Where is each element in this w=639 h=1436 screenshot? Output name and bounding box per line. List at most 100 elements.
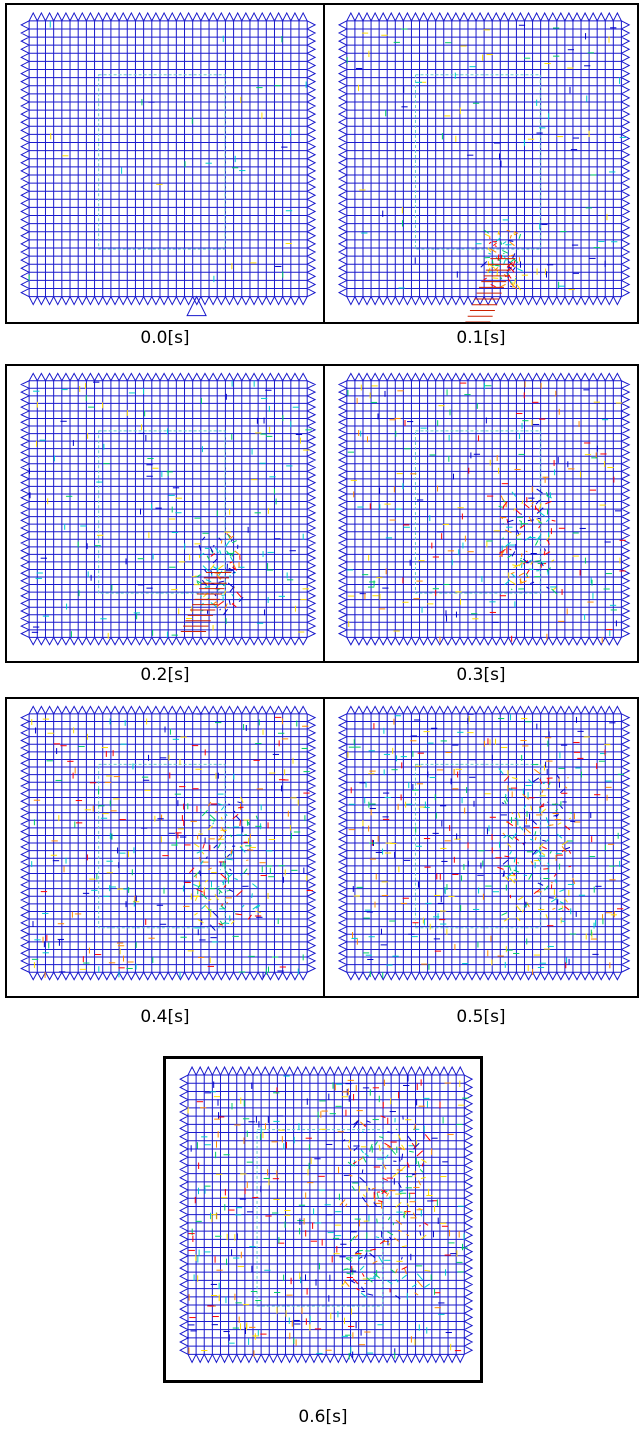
debris xyxy=(194,844,199,847)
debris xyxy=(233,814,238,819)
debris xyxy=(213,602,216,604)
debris xyxy=(490,249,496,253)
debris xyxy=(220,609,221,610)
inner-region xyxy=(99,75,225,249)
debris xyxy=(396,1220,402,1224)
debris xyxy=(387,1132,392,1133)
debris xyxy=(398,1230,402,1231)
debris xyxy=(201,595,202,597)
debris xyxy=(356,1288,359,1290)
debris xyxy=(399,1147,405,1150)
debris xyxy=(509,865,511,871)
debris xyxy=(534,889,540,894)
debris xyxy=(219,538,221,541)
debris xyxy=(221,827,225,832)
caption: 0.2[s] xyxy=(140,665,190,685)
debris xyxy=(524,904,528,907)
debris xyxy=(520,578,521,583)
debris xyxy=(501,241,502,244)
debris xyxy=(232,594,233,596)
debris xyxy=(389,1196,390,1199)
debris xyxy=(404,1268,406,1274)
debris xyxy=(353,1162,356,1164)
debris xyxy=(506,546,507,548)
debris xyxy=(512,812,513,814)
debris xyxy=(527,570,530,575)
debris xyxy=(406,1234,408,1236)
frame-panel xyxy=(163,1056,483,1383)
debris xyxy=(240,847,245,853)
debris xyxy=(343,1269,348,1271)
debris xyxy=(424,1270,430,1271)
debris xyxy=(387,1147,393,1149)
debris xyxy=(553,815,557,816)
debris xyxy=(520,525,525,528)
debris xyxy=(547,540,549,545)
debris xyxy=(240,797,243,803)
debris xyxy=(529,779,533,783)
debris xyxy=(501,496,503,501)
debris xyxy=(225,603,227,609)
debris xyxy=(417,1274,422,1280)
frame-panel xyxy=(323,3,639,324)
debris xyxy=(379,1137,383,1138)
debris xyxy=(236,816,240,820)
debris xyxy=(507,843,511,847)
debris xyxy=(522,910,523,913)
debris xyxy=(527,902,529,907)
debris xyxy=(518,897,523,900)
debris xyxy=(511,572,515,574)
debris xyxy=(519,579,522,582)
debris xyxy=(355,1235,358,1238)
debris xyxy=(516,534,521,537)
debris xyxy=(507,230,510,231)
debris xyxy=(362,1273,364,1276)
border-zigzag xyxy=(339,373,629,644)
debris xyxy=(555,879,557,883)
debris xyxy=(533,850,538,855)
debris xyxy=(503,860,508,864)
debris xyxy=(221,906,225,909)
debris xyxy=(499,506,503,507)
debris xyxy=(519,573,524,576)
debris xyxy=(499,551,504,556)
debris xyxy=(508,255,513,257)
debris xyxy=(518,862,519,863)
debris xyxy=(499,549,505,553)
debris xyxy=(390,1269,395,1273)
debris xyxy=(209,899,212,901)
debris xyxy=(524,842,525,843)
mesh xyxy=(325,366,637,661)
debris xyxy=(503,502,507,507)
debris xyxy=(508,788,514,790)
debris xyxy=(364,1125,366,1126)
debris xyxy=(425,1134,430,1140)
debris xyxy=(346,1258,352,1261)
debris xyxy=(530,582,534,583)
border-zigzag xyxy=(180,1067,472,1362)
debris xyxy=(529,560,532,562)
debris xyxy=(233,563,236,569)
debris xyxy=(366,1121,370,1123)
debris xyxy=(514,870,519,872)
debris xyxy=(504,542,510,547)
debris xyxy=(512,574,516,578)
debris xyxy=(397,1170,403,1171)
debris xyxy=(213,566,219,570)
mesh xyxy=(166,1059,480,1380)
debris xyxy=(350,1280,356,1283)
debris xyxy=(208,802,211,806)
debris xyxy=(402,1267,407,1270)
debris xyxy=(242,905,244,907)
debris xyxy=(515,818,518,819)
debris xyxy=(421,1235,427,1239)
debris xyxy=(531,562,533,565)
debris xyxy=(198,885,200,888)
debris xyxy=(232,603,234,605)
debris xyxy=(210,925,215,931)
debris xyxy=(231,540,232,542)
debris xyxy=(373,1276,377,1277)
caption: 0.4[s] xyxy=(140,1007,190,1027)
debris xyxy=(238,807,243,808)
debris xyxy=(224,591,225,595)
